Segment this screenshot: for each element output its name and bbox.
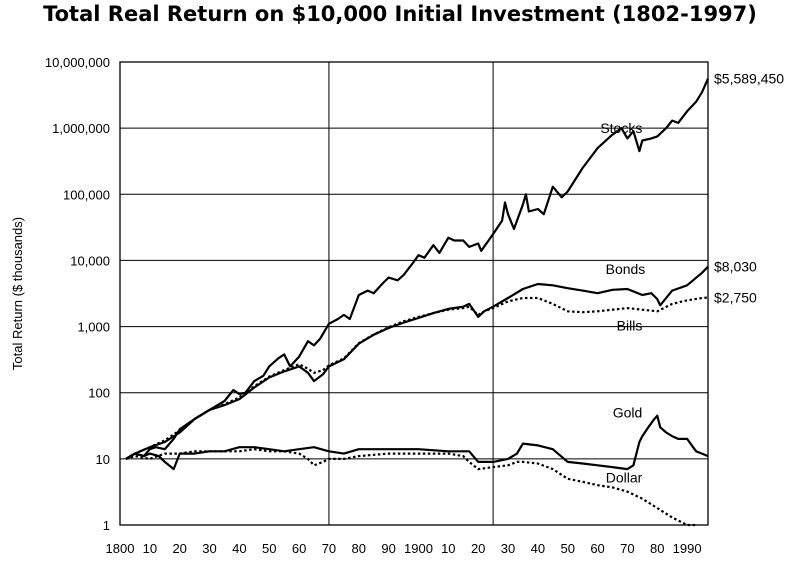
series-label-gold: Gold	[613, 405, 643, 421]
series-line-stocks	[125, 78, 710, 460]
y-tick-label: 1	[103, 518, 110, 533]
series-end-value-stocks: $5,589,450	[714, 71, 784, 87]
y-tick-label: 10,000,000	[45, 55, 110, 70]
x-tick-label: 50	[560, 541, 574, 556]
x-tick-label: 70	[620, 541, 634, 556]
y-axis-ticks: 1 10 100 1,000 10,000 100,000 1,000,000 10,000,…	[45, 55, 110, 533]
series-end-value-bills: $2,750	[714, 290, 757, 306]
y-axis-label: Total Return ($ thousands)	[10, 217, 25, 370]
x-tick-label: 80	[650, 541, 664, 556]
series-label-dollar: Dollar	[606, 470, 643, 486]
y-tick-label: 10	[96, 452, 110, 467]
y-tick-label: 1,000	[77, 320, 110, 335]
series-labels: Stocks $5,589,450 Bonds $8,030 Bills $2,750 Go…	[600, 71, 784, 486]
x-tick-label: 20	[471, 541, 485, 556]
series-lines	[125, 78, 710, 527]
series-label-bonds: Bonds	[606, 261, 646, 277]
x-tick-label: 90	[381, 541, 395, 556]
x-tick-label: 20	[172, 541, 186, 556]
y-tick-label: 1,000,000	[52, 121, 110, 136]
y-tick-label: 10,000	[70, 253, 110, 268]
x-tick-label: 40	[531, 541, 545, 556]
y-tick-label: 100,000	[63, 187, 110, 202]
x-tick-label: 60	[590, 541, 604, 556]
x-tick-label: 10	[441, 541, 455, 556]
x-tick-label: 1900	[404, 541, 433, 556]
x-tick-label: 30	[501, 541, 515, 556]
series-label-stocks: Stocks	[600, 120, 642, 136]
series-line-gold	[125, 414, 709, 471]
series-line-bills	[125, 296, 709, 460]
chart-title: Total Real Return on $10,000 Initial Inv…	[43, 2, 757, 26]
x-tick-label: 80	[352, 541, 366, 556]
x-tick-label: 10	[143, 541, 157, 556]
x-tick-label: 1990	[673, 541, 702, 556]
x-tick-label: 40	[232, 541, 246, 556]
x-axis-ticks: 1800 10 20 30 40 50 60 70 80 90 1900 10 20 30 40 50 60 70…	[106, 541, 702, 556]
x-tick-label: 30	[202, 541, 216, 556]
x-tick-label: 1800	[106, 541, 135, 556]
series-label-bills: Bills	[617, 318, 643, 334]
y-tick-label: 100	[88, 386, 110, 401]
x-tick-label: 50	[262, 541, 276, 556]
series-end-value-bonds: $8,030	[714, 259, 757, 275]
series-line-bonds	[125, 265, 709, 460]
x-tick-label: 60	[292, 541, 306, 556]
x-tick-label: 70	[322, 541, 336, 556]
series-line-dollar	[125, 448, 697, 527]
plot-frame	[119, 61, 709, 526]
